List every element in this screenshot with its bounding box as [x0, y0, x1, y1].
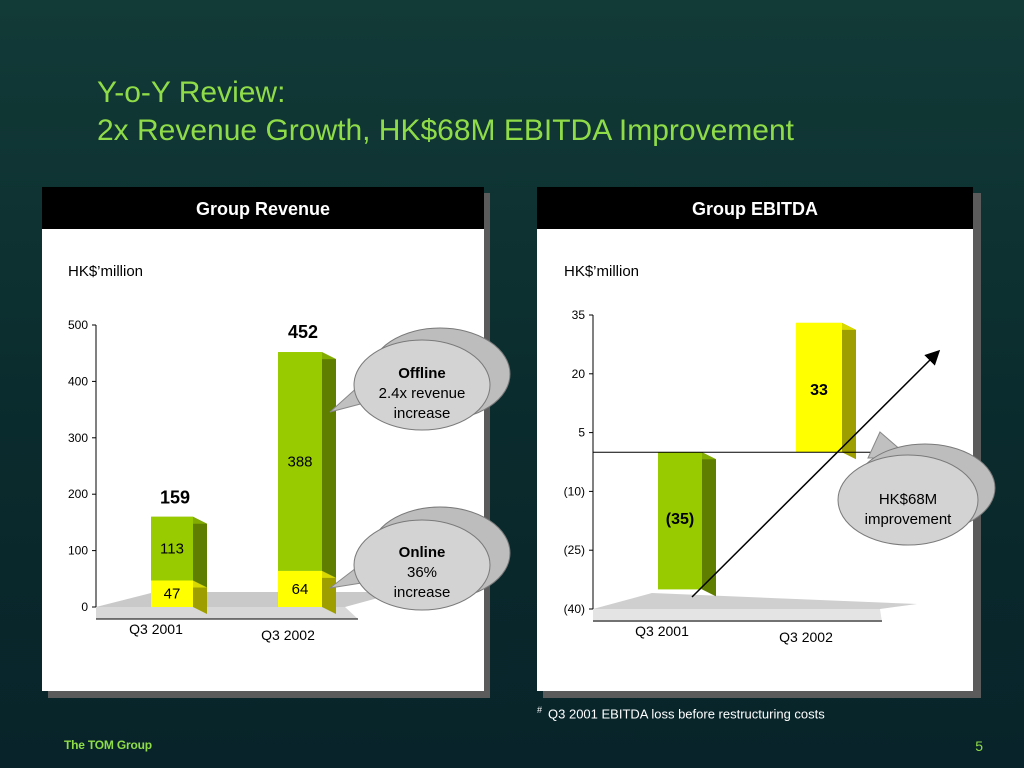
revenue-ytick-label: 500	[68, 318, 88, 332]
improvement-callout-text2: improvement	[865, 511, 953, 528]
online-callout: Online 36% increase	[329, 506, 511, 611]
page-number: 5	[975, 738, 983, 754]
ebitda-floor	[593, 593, 917, 609]
ebitda-ytick-label: 20	[572, 367, 586, 381]
slide-title-line2: 2x Revenue Growth, HK$68M EBITDA Improve…	[97, 114, 794, 147]
revenue-bar-segment-side	[193, 580, 207, 614]
ebitda-floor-front	[593, 609, 882, 622]
revenue-ytick-label: 0	[81, 600, 88, 614]
revenue-segment-label: 47	[164, 586, 181, 603]
slide-title-line1: Y-o-Y Review:	[97, 76, 286, 109]
revenue-category-label: Q3 2002	[261, 627, 315, 643]
improvement-arrow	[691, 349, 941, 598]
ebitda-ytick-label: (10)	[564, 484, 585, 498]
ebitda-category-label: Q3 2001	[635, 623, 689, 639]
revenue-floor	[96, 607, 358, 619]
footnote-text: Q3 2001 EBITDA loss before restructuring…	[548, 706, 825, 722]
ebitda-unit-label: HK$’million	[564, 263, 640, 280]
online-callout-title: Online	[399, 544, 446, 561]
ebitda-value-label: (35)	[666, 511, 694, 528]
revenue-ytick-label: 100	[68, 544, 88, 558]
ebitda-panel-header: Group EBITDA	[537, 187, 973, 229]
online-callout-text1: 36%	[407, 564, 437, 581]
revenue-chart: 0 100 200 300 400 500 47 113 159 Q3 2001 64 388 452 Q…	[68, 318, 400, 643]
improvement-callout-text1: HK$68M	[879, 491, 937, 508]
ebitda-bar-side	[842, 322, 856, 460]
revenue-category-label: Q3 2001	[129, 621, 183, 637]
ebitda-category-label: Q3 2002	[779, 629, 833, 645]
offline-callout-text1: 2.4x revenue	[379, 385, 466, 402]
offline-callout: Offline 2.4x revenue increase	[329, 327, 511, 431]
revenue-segment-label: 64	[292, 581, 309, 598]
footnote: # Q3 2001 EBITDA loss before restructurin…	[537, 705, 825, 721]
revenue-bar-segment	[151, 516, 193, 581]
revenue-panel-header: Group Revenue	[42, 187, 484, 229]
revenue-ytick-label: 300	[68, 431, 88, 445]
revenue-total-label: 159	[160, 487, 190, 507]
ebitda-ytick-label: (25)	[564, 543, 585, 557]
revenue-floor-back	[96, 592, 400, 607]
ebitda-bar-side	[702, 452, 716, 597]
revenue-bar-segment-side	[193, 516, 207, 588]
ebitda-chart: (40) (25) (10) 5 20 35 (35) Q3 2001 33 Q3 2002	[564, 308, 917, 645]
revenue-total-label: 452	[288, 322, 318, 342]
revenue-bar-segment	[151, 580, 193, 607]
ebitda-ytick-label: 35	[572, 308, 586, 322]
online-callout-text2: increase	[394, 584, 451, 601]
ebitda-value-label: 33	[810, 382, 828, 399]
revenue-bar-segment-side	[322, 352, 336, 578]
revenue-bar-segment-side	[322, 570, 336, 614]
revenue-bar-segment	[278, 352, 322, 571]
offline-callout-title: Offline	[398, 365, 446, 382]
ebitda-ytick-label: 5	[578, 426, 585, 440]
ebitda-ytick-label: (40)	[564, 602, 585, 616]
revenue-bar-segment	[278, 570, 322, 607]
offline-callout-text2: increase	[394, 405, 451, 422]
revenue-unit-label: HK$’million	[68, 263, 144, 280]
footnote-mark: #	[537, 705, 543, 715]
slide-title: Y-o-Y Review: 2x Revenue Growth, HK$68M …	[97, 74, 794, 150]
revenue-segment-label: 388	[287, 453, 312, 470]
brand-logo: The TOM Group	[64, 738, 152, 752]
revenue-ytick-label: 200	[68, 487, 88, 501]
revenue-segment-label: 113	[160, 541, 184, 558]
ebitda-bar	[796, 322, 842, 453]
revenue-ytick-label: 400	[68, 374, 88, 388]
ebitda-bar	[658, 452, 702, 590]
improvement-callout: HK$68M improvement	[837, 431, 996, 546]
